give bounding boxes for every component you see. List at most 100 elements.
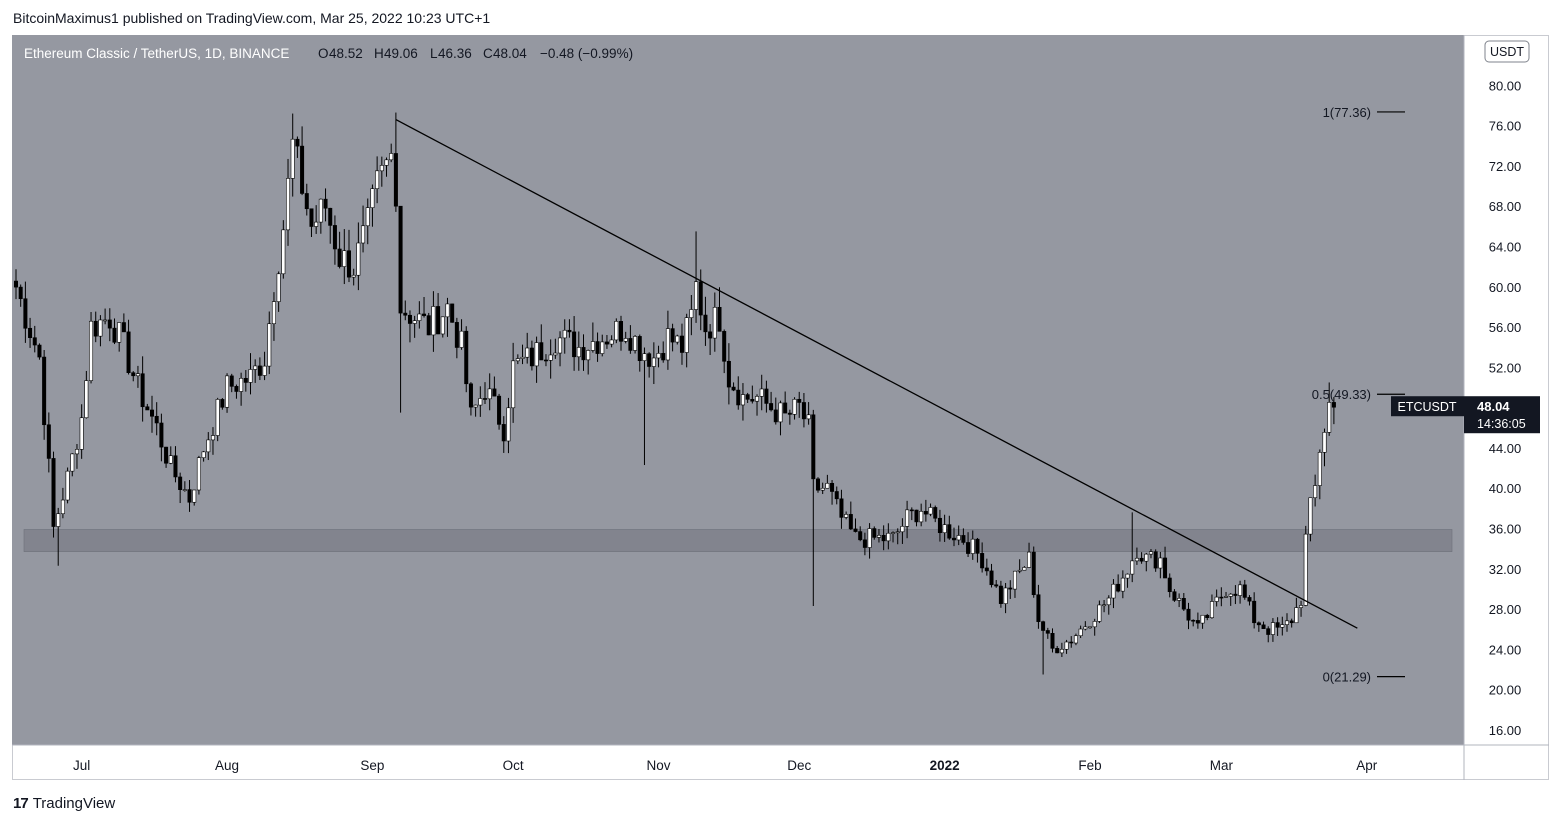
candle <box>243 377 248 383</box>
candle <box>684 317 689 353</box>
candle <box>942 524 947 534</box>
candle <box>1130 560 1135 575</box>
y-tick-label: 56.00 <box>1489 320 1522 335</box>
candle <box>164 446 169 464</box>
candle <box>84 380 89 419</box>
candle <box>1041 621 1046 631</box>
candle <box>361 225 366 244</box>
candle <box>281 229 286 275</box>
x-tick-label: Dec <box>787 758 811 773</box>
candle <box>1172 591 1177 601</box>
candle <box>1247 597 1252 602</box>
candle <box>529 347 534 367</box>
candle <box>637 336 642 361</box>
candle <box>135 373 140 377</box>
candle <box>182 489 187 491</box>
last-price-label: 48.04 <box>1477 399 1510 414</box>
candle <box>89 320 94 381</box>
candle <box>121 322 126 333</box>
candle <box>440 316 445 335</box>
price-chart[interactable]: 1(77.36) 0.5(49.33) 0(21.29) Ethereum Clas… <box>12 35 1549 780</box>
candle <box>872 528 877 538</box>
candle <box>1242 584 1247 598</box>
candle <box>576 347 581 358</box>
candle <box>398 205 403 314</box>
candle <box>562 329 567 339</box>
candle <box>145 406 150 411</box>
tradingview-brand[interactable]: 17 TradingView <box>13 795 115 812</box>
candle <box>459 330 464 348</box>
candle <box>787 412 792 415</box>
candle <box>56 513 61 527</box>
candle <box>586 350 591 361</box>
candle <box>820 487 825 491</box>
candle <box>1073 635 1078 644</box>
candle <box>356 242 361 276</box>
candle <box>286 178 291 231</box>
candle <box>150 409 155 417</box>
support-zone <box>23 529 1453 552</box>
candle <box>13 280 19 288</box>
candle <box>956 535 961 541</box>
candle <box>1252 600 1257 624</box>
candle <box>417 313 422 321</box>
candle <box>726 360 731 388</box>
candle <box>454 322 459 348</box>
candle <box>628 338 633 351</box>
candle <box>633 336 638 351</box>
candle <box>1083 626 1088 630</box>
candle <box>1088 626 1093 629</box>
candle <box>309 208 314 227</box>
candle <box>656 353 661 359</box>
candle <box>675 335 680 343</box>
candle <box>98 319 103 337</box>
candle <box>1078 628 1083 637</box>
candle <box>42 356 47 426</box>
price-badge: ETCUSDT 48.04 14:36:05 <box>1391 396 1540 434</box>
candle <box>239 377 244 392</box>
x-tick-label: Oct <box>503 758 524 773</box>
candle <box>834 491 839 500</box>
candle <box>1181 598 1186 610</box>
last-price-badge-bg <box>1464 396 1540 434</box>
currency-label: USDT <box>1490 45 1524 59</box>
candle <box>1017 569 1022 572</box>
candle <box>1280 624 1285 628</box>
ohlc-low-value: 46.36 <box>438 46 472 61</box>
candle <box>881 535 886 542</box>
candle <box>1228 593 1233 597</box>
candle <box>825 482 830 489</box>
candle <box>1186 608 1191 621</box>
y-tick-label: 28.00 <box>1489 602 1522 617</box>
candle <box>492 388 497 397</box>
candle <box>154 415 159 424</box>
y-tick-label: 52.00 <box>1489 360 1522 375</box>
candle <box>1266 628 1271 635</box>
candle <box>304 193 309 210</box>
x-tick-label: 2022 <box>930 758 960 773</box>
candle <box>1299 605 1304 608</box>
candle <box>126 331 131 373</box>
candle <box>407 314 412 324</box>
candle <box>1106 597 1111 606</box>
candle <box>131 372 136 377</box>
candle <box>933 507 938 519</box>
candle <box>923 511 928 515</box>
candle <box>412 320 417 324</box>
candle <box>187 489 192 503</box>
currency-badge[interactable]: USDT <box>1484 40 1530 63</box>
y-tick-label: 32.00 <box>1489 562 1522 577</box>
candle <box>928 507 933 515</box>
candle <box>919 511 924 523</box>
candle <box>1144 553 1149 562</box>
candle <box>314 221 319 227</box>
x-tick-label: Jul <box>73 758 90 773</box>
y-tick-label: 44.00 <box>1489 441 1522 456</box>
candle <box>642 353 647 361</box>
candle-bodies-layer <box>13 138 1336 654</box>
candle <box>497 395 502 425</box>
candle <box>393 153 398 207</box>
candle <box>1256 622 1261 626</box>
candle <box>1177 598 1182 601</box>
candle <box>740 394 745 406</box>
